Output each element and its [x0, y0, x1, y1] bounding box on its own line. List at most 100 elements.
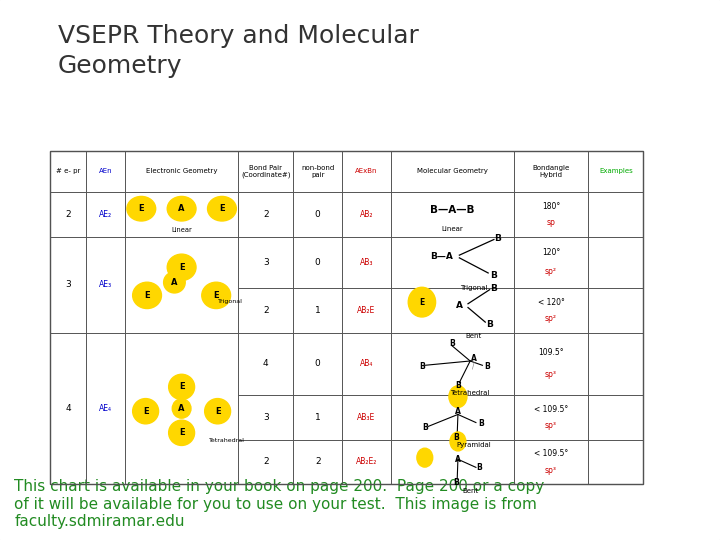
- Bar: [588, 237, 644, 288]
- Bar: [514, 151, 588, 192]
- Text: E: E: [419, 298, 425, 307]
- Text: Molecular Geometry: Molecular Geometry: [417, 168, 487, 174]
- Text: A: A: [455, 455, 461, 464]
- Text: sp³: sp³: [545, 465, 557, 475]
- Text: E: E: [179, 428, 184, 437]
- Bar: [514, 395, 588, 440]
- Bar: [238, 151, 294, 192]
- Bar: [86, 237, 125, 333]
- Text: Electronic Geometry: Electronic Geometry: [146, 168, 217, 174]
- Bar: [588, 192, 644, 237]
- Text: A: A: [455, 407, 461, 416]
- Bar: [294, 288, 342, 333]
- Text: A: A: [171, 278, 178, 287]
- Bar: [588, 395, 644, 440]
- Text: /: /: [472, 362, 475, 371]
- Bar: [125, 151, 238, 192]
- Text: 2: 2: [263, 457, 269, 467]
- Bar: [125, 333, 238, 484]
- Bar: [514, 440, 588, 484]
- Text: AB₄: AB₄: [359, 359, 373, 368]
- Bar: [50, 192, 86, 237]
- Bar: [294, 151, 342, 192]
- Text: B: B: [453, 433, 459, 442]
- Text: E: E: [144, 291, 150, 300]
- Ellipse shape: [132, 399, 158, 424]
- Text: 3: 3: [263, 258, 269, 267]
- Bar: [238, 237, 294, 288]
- Bar: [390, 333, 514, 395]
- Bar: [390, 288, 514, 333]
- Text: 0: 0: [315, 359, 320, 368]
- Bar: [588, 288, 644, 333]
- Text: Bent: Bent: [466, 333, 482, 339]
- Text: E: E: [179, 263, 184, 272]
- Text: This chart is available in your book on page 200.  Page 200 or a copy
of it will: This chart is available in your book on …: [14, 480, 544, 529]
- Text: 1: 1: [315, 413, 320, 422]
- Text: E: E: [215, 407, 220, 416]
- Ellipse shape: [167, 254, 196, 280]
- Text: non-bond
pair: non-bond pair: [301, 165, 334, 178]
- Ellipse shape: [168, 374, 194, 400]
- Bar: [342, 395, 390, 440]
- Bar: [588, 440, 644, 484]
- Bar: [125, 237, 238, 333]
- Ellipse shape: [450, 432, 466, 451]
- Bar: [390, 440, 514, 484]
- Text: Examples: Examples: [599, 168, 633, 174]
- Text: AB₂: AB₂: [359, 210, 373, 219]
- Text: B—A—B: B—A—B: [430, 205, 474, 215]
- Bar: [390, 237, 514, 288]
- Bar: [514, 192, 588, 237]
- Bar: [390, 192, 514, 237]
- Bar: [342, 333, 390, 395]
- Bar: [294, 237, 342, 288]
- Text: 109.5°: 109.5°: [538, 348, 564, 357]
- Text: sp²: sp²: [545, 267, 557, 276]
- Text: AExBn: AExBn: [355, 168, 377, 174]
- Text: Pyramidal: Pyramidal: [456, 442, 491, 448]
- Bar: [238, 192, 294, 237]
- Text: B: B: [484, 362, 490, 371]
- Text: 0: 0: [315, 258, 320, 267]
- Bar: [294, 333, 342, 395]
- Text: A: A: [179, 204, 185, 213]
- Text: Linear: Linear: [171, 227, 192, 233]
- Text: 2: 2: [263, 306, 269, 315]
- Text: B: B: [490, 284, 497, 293]
- Text: AE₂: AE₂: [99, 210, 112, 219]
- Bar: [514, 237, 588, 288]
- Ellipse shape: [202, 282, 230, 308]
- Text: Tetrahedral: Tetrahedral: [451, 390, 490, 396]
- Text: < 109.5°: < 109.5°: [534, 449, 568, 458]
- Bar: [588, 333, 644, 395]
- Ellipse shape: [417, 448, 433, 467]
- Text: Bent: Bent: [462, 488, 478, 494]
- Bar: [342, 192, 390, 237]
- Bar: [342, 237, 390, 288]
- Text: Linear: Linear: [441, 226, 463, 232]
- Text: AB₂E₂: AB₂E₂: [356, 457, 377, 467]
- Text: Bondangle
Hybrid: Bondangle Hybrid: [532, 165, 570, 178]
- Bar: [294, 395, 342, 440]
- Text: B: B: [490, 271, 498, 280]
- Bar: [86, 192, 125, 237]
- Text: AE₄: AE₄: [99, 404, 112, 413]
- Bar: [342, 288, 390, 333]
- Text: B: B: [478, 419, 484, 428]
- Ellipse shape: [163, 272, 185, 293]
- Bar: [238, 395, 294, 440]
- Text: AEn: AEn: [99, 168, 112, 174]
- Text: A: A: [179, 404, 185, 413]
- Text: A: A: [456, 301, 463, 310]
- Text: AB₃: AB₃: [359, 258, 373, 267]
- Text: # e- pr: # e- pr: [56, 168, 81, 174]
- Text: 4: 4: [263, 359, 269, 368]
- Text: B: B: [455, 381, 461, 390]
- Bar: [50, 151, 86, 192]
- Bar: [238, 333, 294, 395]
- Text: 1: 1: [315, 306, 320, 315]
- Text: B: B: [494, 234, 501, 243]
- Bar: [514, 333, 588, 395]
- Text: Tetrahedral: Tetrahedral: [209, 438, 245, 443]
